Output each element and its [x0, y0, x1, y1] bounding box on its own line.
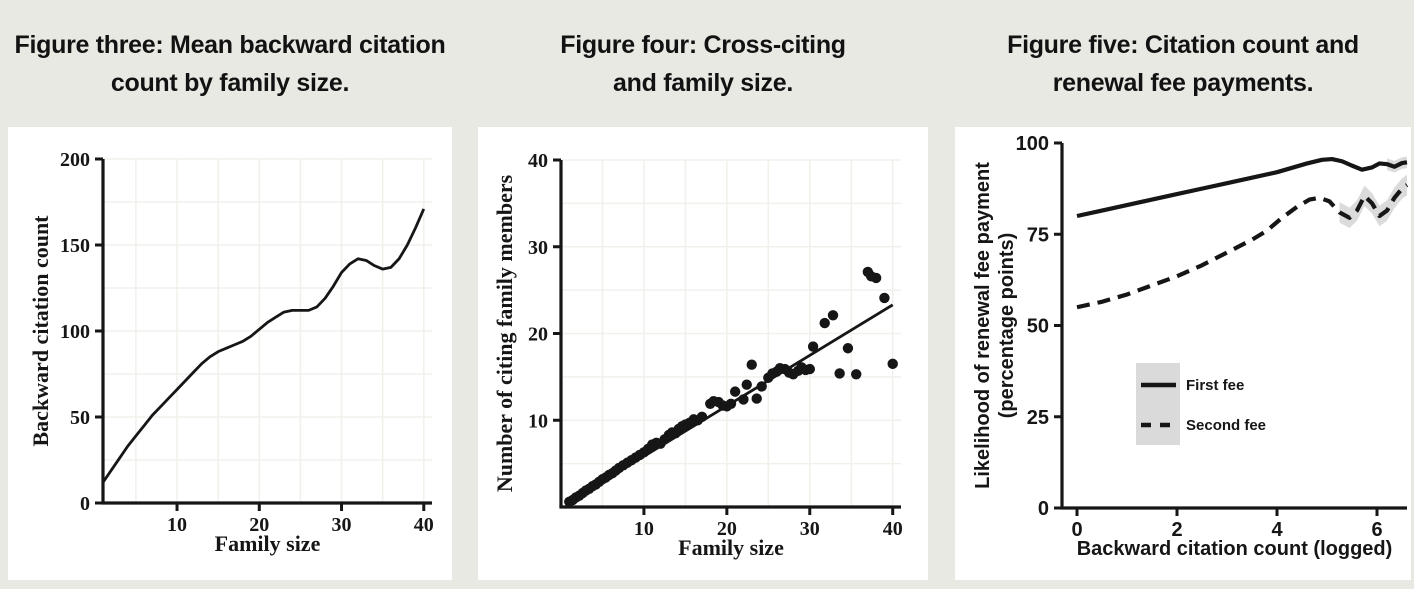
axis-titles: Family size Number of citing family membe…	[492, 174, 784, 560]
y-axis-label: Likelihood of renewal fee payment	[972, 162, 994, 489]
data-point	[741, 379, 752, 390]
figure-four: Figure four: Cross-citing and family siz…	[478, 0, 928, 589]
svg-text:20: 20	[528, 324, 548, 346]
y-axis-label: Number of citing family members	[492, 174, 517, 492]
svg-text:25: 25	[1027, 407, 1049, 429]
svg-text:0: 0	[1071, 519, 1082, 541]
axis-titles: Family size Backward citation count	[28, 215, 321, 556]
svg-text:200: 200	[60, 149, 90, 171]
data-point	[729, 386, 741, 397]
svg-text:10: 10	[167, 514, 187, 536]
svg-text:10: 10	[528, 410, 548, 432]
svg-text:30: 30	[800, 518, 820, 540]
legend-label: First fee	[1186, 377, 1244, 394]
svg-text:100: 100	[1016, 133, 1049, 155]
gridlines	[561, 159, 901, 507]
svg-text:20: 20	[717, 518, 737, 540]
svg-text:40: 40	[528, 150, 548, 172]
figure-five-panel: 0 2 4 6 0 25 50 75 100 Backward citation count (l…	[955, 127, 1411, 580]
x-axis-label: Family size	[215, 531, 321, 556]
svg-text:30: 30	[528, 237, 548, 259]
figure-four-title: Figure four: Cross-citing and family siz…	[478, 26, 928, 102]
data-point	[827, 310, 839, 321]
figure-four-title-line2: and family size.	[613, 69, 793, 97]
svg-text:0: 0	[80, 493, 90, 515]
tick-labels: 0 2 4 6 0 25 50 75 100	[1016, 133, 1383, 541]
x-axis-label: Family size	[678, 535, 784, 560]
data-point	[851, 369, 862, 380]
data-point	[804, 363, 815, 375]
figure-three-panel: 10 20 30 40 0 50 100 150 200 Family size Backward …	[8, 127, 452, 580]
figure-three-title-line1: Figure three: Mean backward citation	[14, 31, 446, 59]
figure-five-chart: 0 2 4 6 0 25 50 75 100 Backward citation count (l…	[972, 133, 1409, 560]
legend: First fee Second fee	[1136, 363, 1266, 445]
tick-labels: 10 20 30 40 0 50 100 150 200	[60, 149, 434, 536]
axes	[95, 157, 432, 511]
axis-titles: Backward citation count (logged) Likeliho…	[972, 162, 1392, 560]
svg-text:4: 4	[1271, 519, 1283, 541]
mean-backward-citation-curve-line	[101, 208, 426, 484]
x-axis-label: Backward citation count (logged)	[1077, 538, 1393, 560]
data-point	[751, 393, 762, 404]
data-point	[842, 343, 854, 354]
svg-text:50: 50	[70, 407, 90, 429]
figure-five: Figure five: Citation count and renewal …	[955, 0, 1411, 589]
data-point	[870, 272, 882, 284]
figure-five-title: Figure five: Citation count and renewal …	[955, 26, 1411, 102]
axes	[1054, 141, 1407, 516]
svg-text:10: 10	[634, 518, 654, 540]
figure-three-chart: 10 20 30 40 0 50 100 150 200 Family size Backward …	[28, 149, 434, 556]
data-point	[819, 317, 830, 329]
data-point	[807, 341, 819, 352]
data-point	[746, 359, 757, 370]
figure-three: Figure three: Mean backward citation cou…	[8, 0, 452, 589]
figure-four-chart: 10 20 30 40 10 20 30 40 Family size Number of cit…	[492, 150, 903, 560]
svg-text:40: 40	[414, 514, 434, 536]
data-point	[879, 292, 890, 304]
svg-text:50: 50	[1027, 316, 1049, 338]
legend-label: Second fee	[1186, 417, 1266, 434]
svg-text:30: 30	[332, 514, 352, 536]
figure-five-title-line1: Figure five: Citation count and	[1007, 31, 1359, 59]
figure-three-title-line2: count by family size.	[110, 69, 350, 97]
figure-five-title-line2: renewal fee payments.	[1052, 69, 1314, 97]
figure-four-title-line1: Figure four: Cross-citing	[560, 31, 846, 59]
second-fee-confidence-band	[1339, 174, 1407, 229]
svg-text:20: 20	[249, 514, 269, 536]
svg-text:6: 6	[1371, 519, 1382, 541]
y-axis-label: (percentage points)	[996, 233, 1018, 419]
svg-text:2: 2	[1171, 519, 1182, 541]
data-point	[887, 358, 898, 370]
first-fee-line	[1076, 156, 1408, 219]
svg-text:75: 75	[1027, 224, 1049, 246]
y-axis-label: Backward citation count	[28, 215, 53, 447]
svg-text:150: 150	[60, 235, 90, 257]
figure-three-title: Figure three: Mean backward citation cou…	[8, 26, 452, 102]
tick-labels: 10 20 30 40 10 20 30 40	[528, 150, 903, 540]
svg-text:0: 0	[1038, 498, 1049, 520]
fit-line	[568, 303, 894, 503]
second-fee-line	[1076, 183, 1409, 310]
svg-text:100: 100	[60, 321, 90, 343]
svg-text:40: 40	[883, 518, 903, 540]
gridlines	[103, 158, 432, 503]
figure-four-panel: 10 20 30 40 10 20 30 40 Family size Number of cit…	[478, 127, 928, 580]
scatter-points	[564, 266, 898, 507]
data-point	[834, 368, 845, 379]
axes	[553, 158, 901, 515]
